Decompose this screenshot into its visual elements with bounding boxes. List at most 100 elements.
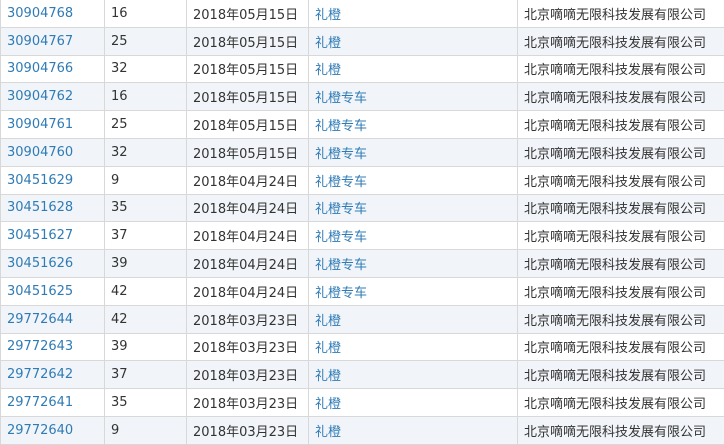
table-row: 30451629 9 2018年04月24日 礼橙专车 北京嘀嘀无限科技发展有限公司 — [0, 165, 724, 195]
trademark-name-link[interactable]: 礼橙专车 — [315, 285, 368, 301]
table-row: 30904761 25 2018年05月15日 礼橙专车 北京嘀嘀无限科技发展有限公司 — [0, 110, 724, 139]
registration-number-link[interactable]: 30904768 — [7, 5, 74, 21]
trademark-name-link[interactable]: 礼橙专车 — [315, 258, 368, 274]
registration-number-cell: 29772640 — [0, 415, 105, 445]
registration-number-link[interactable]: 29772642 — [7, 367, 74, 383]
date-cell: 2018年05月15日 — [186, 0, 309, 28]
date-cell: 2018年04月24日 — [186, 249, 309, 278]
class-cell: 16 — [104, 82, 187, 112]
applicant-cell: 北京嘀嘀无限科技发展有限公司 — [517, 0, 724, 28]
applicant-cell: 北京嘀嘀无限科技发展有限公司 — [517, 249, 724, 278]
trademark-name-link[interactable]: 礼橙专车 — [315, 91, 368, 107]
registration-number-cell: 29772644 — [0, 304, 105, 334]
trademark-name-link[interactable]: 礼橙 — [315, 313, 342, 329]
registration-number-cell: 30451627 — [0, 221, 105, 251]
trademark-name-cell: 礼橙 — [308, 26, 518, 56]
registration-number-link[interactable]: 30451627 — [7, 228, 74, 244]
registration-number-link[interactable]: 29772641 — [7, 395, 74, 411]
applicant-cell: 北京嘀嘀无限科技发展有限公司 — [517, 360, 724, 390]
table-row: 30451627 37 2018年04月24日 礼橙专车 北京嘀嘀无限科技发展有限公司 — [0, 221, 724, 251]
trademark-name-cell: 礼橙专车 — [308, 137, 518, 167]
registration-number-link[interactable]: 30904766 — [7, 61, 74, 77]
trademark-name-link[interactable]: 礼橙专车 — [315, 119, 368, 135]
date-cell: 2018年05月15日 — [186, 110, 309, 139]
trademark-name-cell: 礼橙 — [308, 360, 518, 390]
class-cell: 32 — [104, 137, 187, 167]
trademark-name-link[interactable]: 礼橙 — [315, 369, 342, 385]
table-row: 29772640 9 2018年03月23日 礼橙 北京嘀嘀无限科技发展有限公司 — [0, 415, 724, 445]
registration-number-link[interactable]: 29772640 — [7, 422, 74, 438]
class-cell: 35 — [104, 193, 187, 223]
trademark-name-cell: 礼橙 — [308, 304, 518, 334]
date-cell: 2018年03月23日 — [186, 304, 309, 334]
date-cell: 2018年04月24日 — [186, 165, 309, 195]
trademark-name-cell: 礼橙 — [308, 54, 518, 84]
registration-number-cell: 30904768 — [0, 0, 105, 28]
registration-number-link[interactable]: 30451628 — [7, 200, 74, 216]
registration-number-link[interactable]: 30451629 — [7, 172, 74, 188]
registration-number-link[interactable]: 30451626 — [7, 256, 74, 272]
registration-number-cell: 30904760 — [0, 137, 105, 167]
trademark-name-link[interactable]: 礼橙 — [315, 63, 342, 79]
trademark-name-link[interactable]: 礼橙 — [315, 341, 342, 357]
table-row: 29772642 37 2018年03月23日 礼橙 北京嘀嘀无限科技发展有限公司 — [0, 360, 724, 390]
trademark-name-cell: 礼橙专车 — [308, 110, 518, 139]
trademark-name-link[interactable]: 礼橙 — [315, 424, 342, 440]
trademark-name-link[interactable]: 礼橙专车 — [315, 146, 368, 162]
table-row: 30904768 16 2018年05月15日 礼橙 北京嘀嘀无限科技发展有限公司 — [0, 0, 724, 28]
trademark-name-cell: 礼橙 — [308, 0, 518, 28]
applicant-cell: 北京嘀嘀无限科技发展有限公司 — [517, 54, 724, 84]
applicant-cell: 北京嘀嘀无限科技发展有限公司 — [517, 26, 724, 56]
class-cell: 9 — [104, 165, 187, 195]
registration-number-cell: 30904761 — [0, 110, 105, 139]
trademark-name-link[interactable]: 礼橙 — [315, 7, 342, 23]
trademark-name-cell: 礼橙专车 — [308, 249, 518, 278]
trademark-name-cell: 礼橙专车 — [308, 221, 518, 251]
trademark-name-link[interactable]: 礼橙 — [315, 397, 342, 413]
table-row: 30451626 39 2018年04月24日 礼橙专车 北京嘀嘀无限科技发展有限公司 — [0, 249, 724, 278]
trademark-name-cell: 礼橙 — [308, 415, 518, 445]
registration-number-link[interactable]: 30451625 — [7, 283, 74, 299]
trademark-name-link[interactable]: 礼橙专车 — [315, 230, 368, 246]
registration-number-link[interactable]: 29772643 — [7, 339, 74, 355]
class-cell: 42 — [104, 276, 187, 306]
class-cell: 42 — [104, 304, 187, 334]
trademark-name-link[interactable]: 礼橙专车 — [315, 174, 368, 190]
registration-number-link[interactable]: 30904767 — [7, 33, 74, 49]
registration-number-link[interactable]: 30904762 — [7, 89, 74, 105]
trademark-name-link[interactable]: 礼橙 — [315, 35, 342, 51]
class-cell: 35 — [104, 388, 187, 417]
date-cell: 2018年05月15日 — [186, 137, 309, 167]
registration-number-link[interactable]: 30904760 — [7, 144, 74, 160]
date-cell: 2018年05月15日 — [186, 54, 309, 84]
class-cell: 9 — [104, 415, 187, 445]
date-cell: 2018年04月24日 — [186, 276, 309, 306]
class-cell: 39 — [104, 332, 187, 362]
trademark-name-link[interactable]: 礼橙专车 — [315, 202, 368, 218]
registration-number-cell: 30451629 — [0, 165, 105, 195]
applicant-cell: 北京嘀嘀无限科技发展有限公司 — [517, 193, 724, 223]
trademark-name-cell: 礼橙专车 — [308, 276, 518, 306]
applicant-cell: 北京嘀嘀无限科技发展有限公司 — [517, 388, 724, 417]
registration-number-cell: 30451626 — [0, 249, 105, 278]
date-cell: 2018年03月23日 — [186, 415, 309, 445]
class-cell: 25 — [104, 110, 187, 139]
trademark-name-cell: 礼橙 — [308, 388, 518, 417]
class-cell: 32 — [104, 54, 187, 84]
registration-number-link[interactable]: 30904761 — [7, 117, 74, 133]
applicant-cell: 北京嘀嘀无限科技发展有限公司 — [517, 276, 724, 306]
registration-number-cell: 29772643 — [0, 332, 105, 362]
registration-number-cell: 30904762 — [0, 82, 105, 112]
class-cell: 16 — [104, 0, 187, 28]
registration-number-cell: 30451628 — [0, 193, 105, 223]
table-row: 30904766 32 2018年05月15日 礼橙 北京嘀嘀无限科技发展有限公司 — [0, 54, 724, 84]
date-cell: 2018年03月23日 — [186, 388, 309, 417]
registration-number-cell: 30904767 — [0, 26, 105, 56]
date-cell: 2018年05月15日 — [186, 26, 309, 56]
applicant-cell: 北京嘀嘀无限科技发展有限公司 — [517, 165, 724, 195]
applicant-cell: 北京嘀嘀无限科技发展有限公司 — [517, 415, 724, 445]
date-cell: 2018年03月23日 — [186, 360, 309, 390]
applicant-cell: 北京嘀嘀无限科技发展有限公司 — [517, 304, 724, 334]
table-row: 29772643 39 2018年03月23日 礼橙 北京嘀嘀无限科技发展有限公司 — [0, 332, 724, 362]
registration-number-link[interactable]: 29772644 — [7, 311, 74, 327]
